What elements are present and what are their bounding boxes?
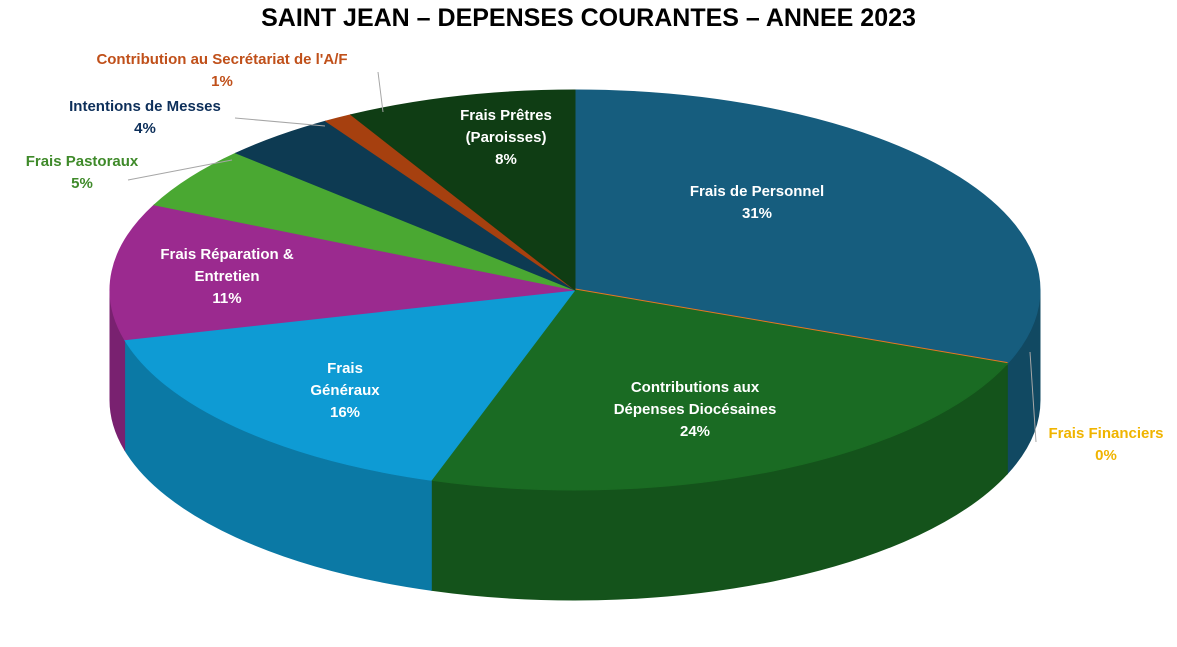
slice-label: Intentions de Messes 4% [45,96,245,140]
value-label: 24% [679,423,711,440]
leader-line [377,71,384,113]
slice-label: Frais Financiers 0% [1036,423,1176,467]
slice [574,89,1041,365]
slice [349,89,576,292]
category-label: Frais de Personnel [689,183,825,200]
slice [153,152,576,291]
value-label: 11% [212,290,242,307]
slice [109,204,576,341]
value-label: 16% [329,404,361,421]
slice [430,289,1009,491]
category-label: Frais Pastoraux [25,153,139,170]
category-label: Contribution au Secrétariat de l'A/F [96,51,348,68]
slice-label: Contributions aux Dépenses Diocésaines 24… [595,377,795,443]
chart-title: SAINT JEAN – DEPENSES COURANTES – ANNEE … [261,4,916,32]
slice-label: Frais Généraux 16% [300,358,390,424]
slice [123,289,577,481]
value-label: 31% [741,205,773,222]
category-label: Frais Généraux [310,360,380,399]
slice-label: Contribution au Secrétariat de l'A/F 1% [52,49,392,93]
leader-line [127,159,233,181]
category-label: Intentions de Messes [69,98,221,115]
value-label: 0% [1095,447,1117,464]
category-label: Contributions aux Dépenses Diocésaines [613,379,777,418]
slice-label: Frais Réparation & Entretien 11% [155,244,300,310]
leader-line [234,117,326,127]
leader-line [1029,351,1037,443]
slice-label: Frais Pastoraux 5% [7,151,157,195]
category-label: Frais Prêtres (Paroisses) [460,107,552,146]
slice-label: Frais de Personnel 31% [662,181,852,225]
value-label: 1% [211,73,233,90]
value-label: 4% [134,120,156,137]
value-label: 8% [495,151,517,168]
category-label: Frais Réparation & Entretien [160,246,294,285]
category-label: Frais Financiers [1048,425,1164,442]
value-label: 5% [71,175,93,192]
slice-label: Frais Prêtres (Paroisses) 8% [449,105,564,171]
